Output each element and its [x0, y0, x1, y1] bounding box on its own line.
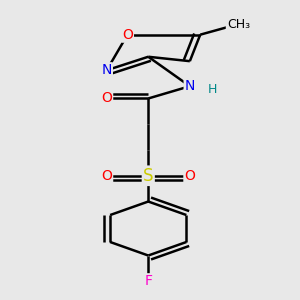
Text: O: O: [101, 92, 112, 106]
Text: O: O: [101, 169, 112, 183]
Text: F: F: [144, 274, 152, 288]
Text: CH₃: CH₃: [227, 18, 250, 31]
Text: O: O: [184, 169, 195, 183]
Text: N: N: [101, 63, 112, 77]
Text: N: N: [184, 79, 195, 93]
Text: O: O: [122, 28, 133, 42]
Text: S: S: [143, 167, 154, 185]
Text: H: H: [208, 82, 217, 96]
